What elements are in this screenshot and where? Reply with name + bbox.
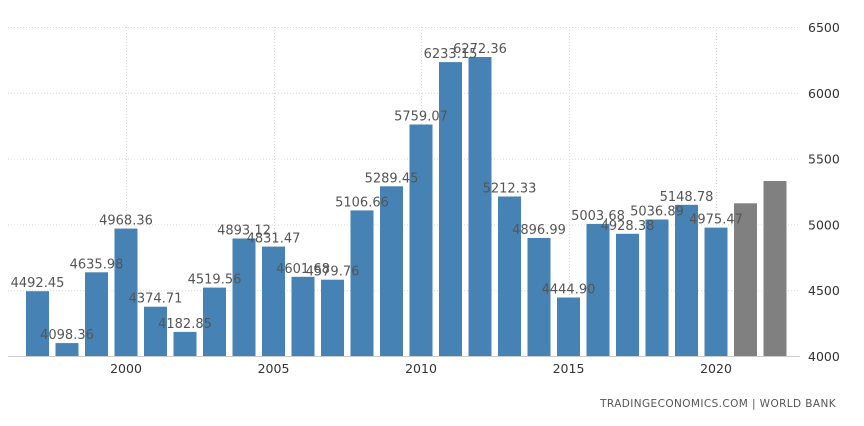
y-axis-ticks: 4000 4500 5000 5500 6000 6500	[808, 20, 840, 364]
data-labels: 4492.45 4098.36 4635.98 4968.36 4374.71 4182.…	[11, 42, 743, 343]
data-label-2011: 6233.15	[424, 47, 478, 62]
bar-2016	[586, 223, 610, 356]
data-label-2020: 4975.47	[689, 213, 743, 228]
y-tick-4500: 4500	[808, 283, 840, 298]
data-label-2007: 4579.76	[306, 265, 360, 280]
data-label-2006: 4601.68	[276, 262, 330, 277]
bar-2020	[704, 227, 728, 356]
data-label-1997: 4492.45	[11, 276, 65, 291]
y-tick-6000: 6000	[808, 86, 840, 101]
data-label-2004: 4893.12	[217, 224, 271, 239]
bar-1998	[55, 343, 79, 356]
y-tick-6500: 6500	[808, 20, 840, 35]
data-label-2014: 4896.99	[512, 223, 566, 238]
data-label-2000: 4968.36	[99, 214, 153, 229]
data-label-2002: 4182.85	[158, 317, 212, 332]
data-label-2017: 4928.38	[601, 219, 655, 234]
bar-2014	[527, 238, 551, 356]
y-tick-5500: 5500	[808, 152, 840, 167]
x-tick-2005: 2005	[258, 361, 290, 376]
x-tick-2000: 2000	[110, 361, 142, 376]
bar-2012	[468, 57, 492, 356]
data-label-2018: 5036.89	[630, 205, 684, 220]
grid-lines	[8, 27, 800, 357]
data-label-1998: 4098.36	[40, 328, 94, 343]
bar-2007	[321, 279, 344, 356]
bar-2010	[409, 124, 433, 356]
bars	[26, 57, 787, 356]
data-label-2008: 5106.66	[335, 195, 389, 210]
bar-2004	[232, 238, 256, 356]
bar-2001	[144, 306, 167, 356]
bar-2013	[498, 196, 521, 356]
bar-2003	[203, 287, 226, 356]
y-tick-4000: 4000	[808, 349, 840, 364]
bar-1999	[85, 272, 108, 356]
x-tick-2020: 2020	[700, 361, 732, 376]
data-label-2003: 4519.56	[188, 273, 242, 288]
bar-2000	[114, 228, 138, 356]
bar-2011	[439, 62, 462, 356]
data-label-2015: 4444.90	[542, 283, 596, 298]
x-axis-ticks: 2000 2005 2010 2015 2020	[110, 361, 732, 376]
data-label-2005: 4831.47	[247, 232, 301, 247]
data-label-2010: 5759.07	[394, 110, 448, 125]
bar-2009	[380, 186, 403, 356]
bar-2022	[763, 181, 787, 356]
data-label-2013: 5212.33	[483, 182, 537, 197]
bar-2021	[734, 203, 757, 356]
bar-2006	[291, 276, 315, 356]
x-tick-2010: 2010	[405, 361, 437, 376]
data-label-2019: 5148.78	[660, 190, 714, 205]
bar-2002	[173, 331, 197, 356]
bar-2008	[350, 210, 374, 356]
bar-1997	[26, 291, 49, 356]
data-label-1999: 4635.98	[70, 257, 124, 272]
bar-2005	[262, 246, 285, 356]
data-label-2016: 5003.68	[571, 209, 625, 224]
bar-2019	[675, 204, 698, 356]
bar-2015	[557, 297, 580, 356]
data-label-2012: 6272.36	[453, 42, 507, 57]
data-label-2001: 4374.71	[129, 292, 183, 307]
bar-2018	[645, 219, 669, 356]
bar-2017	[616, 233, 639, 356]
x-tick-2015: 2015	[553, 361, 585, 376]
source-credit: TRADINGECONOMICS.COM | WORLD BANK	[600, 398, 836, 410]
data-label-2009: 5289.45	[365, 171, 419, 186]
y-tick-5000: 5000	[808, 217, 840, 232]
